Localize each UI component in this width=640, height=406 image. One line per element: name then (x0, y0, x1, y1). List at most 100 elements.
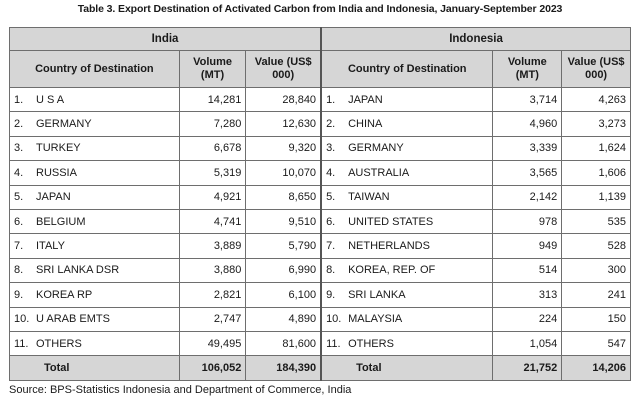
india-country-cell: 9. KOREA RP (9, 282, 180, 308)
table-row: 9. KOREA RP 2,821 6,100 9. SRI LANKA 313 241 (9, 282, 631, 308)
indonesia-country-cell: 10. MALAYSIA (320, 306, 494, 332)
india-country-name: OTHERS (36, 337, 82, 350)
indonesia-value-cell: 528 (561, 233, 631, 259)
indonesia-rank: 9. (326, 288, 336, 301)
indonesia-volume-cell: 514 (492, 257, 563, 284)
indonesia-rank: 5. (326, 191, 336, 204)
indonesia-country-cell: 4. AUSTRALIA (320, 160, 494, 186)
india-volume-cell: 4,921 (178, 184, 247, 210)
indonesia-country-cell: 9. SRI LANKA (320, 282, 494, 308)
group-header-indonesia: Indonesia (320, 27, 632, 51)
india-country-cell: 4. RUSSIA (9, 160, 180, 186)
india-country-name: U S A (36, 93, 65, 106)
indonesia-country-name: MALAYSIA (348, 313, 403, 326)
indonesia-value-cell: 547 (561, 330, 631, 357)
table-row: 2. GERMANY 7,280 12,630 2. CHINA 4,960 3,273 (9, 111, 631, 137)
india-value-cell: 12,630 (245, 111, 322, 137)
india-volume-cell: 49,495 (178, 330, 247, 357)
india-rank: 9. (14, 288, 24, 301)
indonesia-rank: 3. (326, 142, 336, 155)
indonesia-value-cell: 535 (561, 208, 631, 235)
indonesia-country-name: JAPAN (348, 93, 383, 106)
india-country-cell: 3. TURKEY (9, 135, 180, 162)
indonesia-rank: 11. (326, 337, 341, 350)
india-country-cell: 11. OTHERS (9, 330, 180, 357)
india-rank: 1. (14, 93, 24, 106)
indonesia-value-cell: 300 (561, 257, 631, 284)
indonesia-volume-cell: 1,054 (492, 330, 563, 357)
indonesia-country-cell: 5. TAIWAN (320, 184, 494, 210)
india-volume-cell: 4,741 (178, 208, 247, 235)
indonesia-value-cell: 241 (561, 282, 631, 308)
indonesia-country-name: CHINA (348, 118, 383, 131)
india-country-name: SRI LANKA DSR (36, 264, 120, 277)
india-volume-cell: 5,319 (178, 160, 247, 186)
india-country-name: ITALY (36, 240, 65, 253)
india-value-cell: 4,890 (245, 306, 322, 332)
table-row: 7. ITALY 3,889 5,790 7. NETHERLANDS 949 528 (9, 233, 631, 259)
indonesia-country-name: TAIWAN (348, 191, 390, 204)
table-body: 1. U S A 14,281 28,840 1. JAPAN 3,714 4,263 2. GE… (9, 86, 631, 357)
india-volume-cell: 7,280 (178, 111, 247, 137)
india-country-cell: 7. ITALY (9, 233, 180, 259)
india-value-cell: 9,320 (245, 135, 322, 162)
india-country-name: TURKEY (36, 142, 81, 155)
indonesia-value-cell: 1,139 (561, 184, 631, 210)
table-title: Table 3. Export Destination of Activated… (77, 3, 563, 15)
indonesia-volume-cell: 949 (492, 233, 563, 259)
india-country-name: U ARAB EMTS (36, 313, 110, 326)
indonesia-volume-header: Volume (MT) (492, 50, 563, 88)
indonesia-country-cell: 2. CHINA (320, 111, 494, 137)
india-rank: 6. (14, 215, 24, 228)
table-row: 3. TURKEY 6,678 9,320 3. GERMANY 3,339 1,624 (9, 135, 631, 162)
indonesia-country-cell: 11. OTHERS (320, 330, 494, 357)
india-total-label: Total (9, 355, 180, 382)
india-country-cell: 5. JAPAN (9, 184, 180, 210)
indonesia-country-cell: 8. KOREA, REP. OF (320, 257, 494, 284)
indonesia-country-name: GERMANY (348, 142, 404, 155)
india-rank: 2. (14, 118, 24, 131)
india-volume-header: Volume (MT) (178, 50, 247, 88)
indonesia-volume-cell: 3,565 (492, 160, 563, 186)
india-value-cell: 8,650 (245, 184, 322, 210)
indonesia-country-cell: 6. UNITED STATES (320, 208, 494, 235)
india-country-cell: 1. U S A (9, 86, 180, 113)
india-total-value: 184,390 (245, 355, 322, 382)
indonesia-volume-cell: 3,339 (492, 135, 563, 162)
indonesia-volume-cell: 978 (492, 208, 563, 235)
india-value-cell: 9,510 (245, 208, 322, 235)
indonesia-rank: 7. (326, 240, 336, 253)
indonesia-volume-cell: 4,960 (492, 111, 563, 137)
indonesia-volume-cell: 3,714 (492, 86, 563, 113)
india-value-cell: 10,070 (245, 160, 322, 186)
india-rank: 3. (14, 142, 24, 155)
india-volume-cell: 2,821 (178, 282, 247, 308)
india-volume-cell: 2,747 (178, 306, 247, 332)
indonesia-rank: 8. (326, 264, 336, 277)
india-country-header: Country of Destination (9, 50, 180, 88)
indonesia-value-cell: 150 (561, 306, 631, 332)
india-rank: 10. (14, 313, 30, 326)
indonesia-country-name: NETHERLANDS (348, 240, 430, 253)
table-row: 10. U ARAB EMTS 2,747 4,890 10. MALAYSIA 224 15… (9, 306, 631, 332)
indonesia-value-cell: 1,606 (561, 160, 631, 186)
india-value-cell: 6,990 (245, 257, 322, 284)
indonesia-volume-cell: 224 (492, 306, 563, 332)
india-volume-cell: 3,880 (178, 257, 247, 284)
india-country-name: KOREA RP (36, 288, 93, 301)
indonesia-total-value: 14,206 (561, 355, 631, 382)
table-row: 8. SRI LANKA DSR 3,880 6,990 8. KOREA, REP. O… (9, 257, 631, 284)
india-country-name: JAPAN (36, 191, 71, 204)
indonesia-value-cell: 4,263 (561, 86, 631, 113)
indonesia-country-name: SRI LANKA (348, 288, 406, 301)
india-country-cell: 10. U ARAB EMTS (9, 306, 180, 332)
indonesia-rank: 1. (326, 93, 336, 106)
indonesia-country-header: Country of Destination (320, 50, 494, 88)
indonesia-rank: 2. (326, 118, 336, 131)
indonesia-total-volume: 21,752 (492, 355, 563, 382)
india-country-name: BELGIUM (36, 215, 86, 228)
indonesia-country-cell: 3. GERMANY (320, 135, 494, 162)
indonesia-country-name: OTHERS (348, 337, 394, 350)
india-volume-cell: 3,889 (178, 233, 247, 259)
